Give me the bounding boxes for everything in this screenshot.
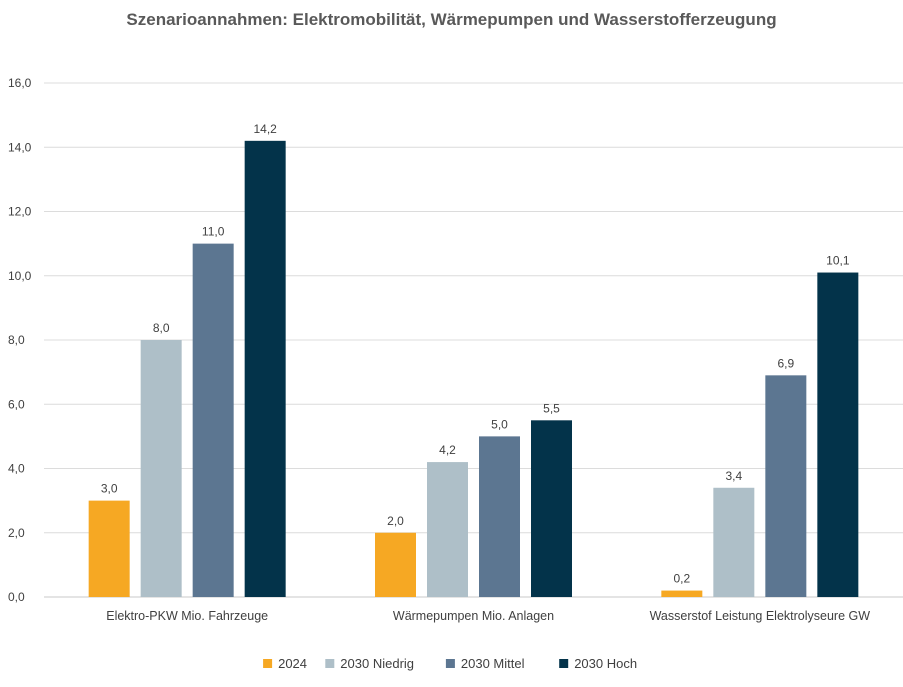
x-tick-label: Elektro-PKW Mio. Fahrzeuge (106, 609, 268, 623)
bar (192, 243, 234, 597)
data-label: 4,2 (439, 443, 456, 457)
legend-label: 2030 Niedrig (340, 656, 414, 671)
y-tick-label: 14,0 (8, 140, 32, 154)
bar (661, 590, 703, 597)
legend-swatch (445, 659, 455, 668)
legend-swatch (263, 659, 273, 668)
bar (713, 487, 755, 597)
data-label: 3,0 (101, 482, 118, 496)
y-tick-label: 10,0 (8, 269, 32, 283)
y-tick-label: 12,0 (8, 205, 32, 219)
legend-label: 2024 (278, 656, 307, 671)
legend-swatch (325, 659, 335, 668)
bar (479, 436, 520, 597)
data-label: 14,2 (253, 122, 277, 136)
data-label: 5,0 (491, 417, 508, 431)
data-label: 5,5 (543, 401, 560, 415)
data-label: 6,9 (777, 356, 794, 370)
bar (140, 340, 182, 597)
x-tick-label: Wasserstof Leistung Elektrolyseure GW (650, 609, 871, 623)
chart-title: Szenarioannahmen: Elektromobilität, Wärm… (126, 10, 777, 29)
y-tick-label: 4,0 (8, 462, 25, 476)
bar (531, 420, 572, 597)
bar (88, 500, 130, 597)
data-label: 11,0 (202, 225, 225, 239)
data-label: 3,4 (725, 469, 742, 483)
data-label: 8,0 (153, 321, 170, 335)
y-tick-label: 6,0 (8, 397, 25, 411)
legend-swatch (559, 659, 569, 668)
data-label: 10,1 (826, 254, 850, 268)
data-label: 2,0 (387, 514, 404, 528)
bar (817, 272, 859, 597)
bar (244, 140, 286, 597)
bar (375, 532, 416, 597)
y-tick-label: 0,0 (8, 590, 25, 604)
y-tick-label: 8,0 (8, 333, 25, 347)
legend-label: 2030 Mittel (461, 656, 525, 671)
x-tick-label: Wärmepumpen Mio. Anlagen (393, 609, 554, 623)
legend-label: 2030 Hoch (574, 656, 637, 671)
y-tick-label: 2,0 (8, 526, 25, 540)
y-tick-label: 16,0 (8, 76, 32, 90)
bar (765, 375, 807, 597)
bar (427, 462, 468, 597)
data-label: 0,2 (673, 572, 690, 586)
